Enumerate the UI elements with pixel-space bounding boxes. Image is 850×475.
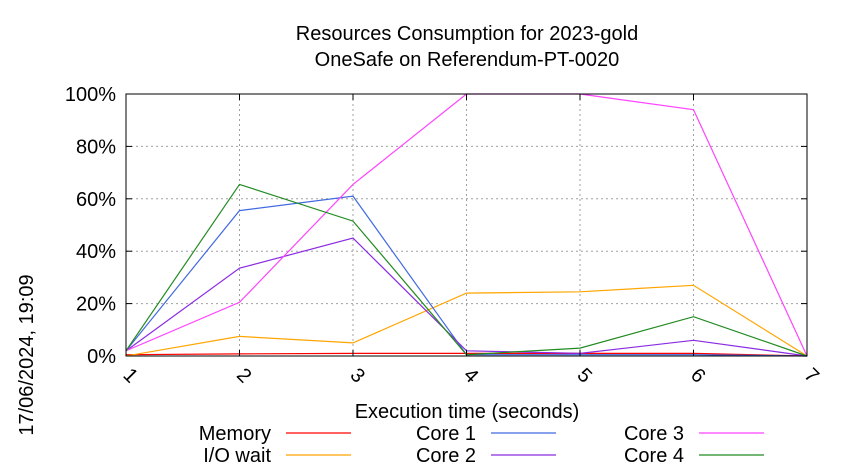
legend-label-core-1: Core 1: [416, 423, 476, 445]
y-axis-ticks: 0% 20% 40% 60% 80% 100%: [65, 84, 807, 368]
grid: [126, 94, 807, 356]
x-tick-label: 6: [686, 364, 709, 387]
legend-label-i-o-wait: I/O wait: [203, 445, 271, 467]
y-tick-label: 100%: [65, 84, 116, 106]
x-tick-label: 1: [119, 364, 142, 387]
y-tick-label: 40%: [76, 241, 116, 263]
timestamp-label: 17/06/2024, 19:09: [16, 274, 38, 435]
chart-title-line-2: OneSafe on Referendum-PT-0020: [315, 49, 620, 71]
y-tick-label: 60%: [76, 189, 116, 211]
y-tick-label: 80%: [76, 136, 116, 158]
x-tick-label: 7: [800, 364, 823, 387]
x-tick-label: 3: [346, 364, 369, 387]
legend-label-core-3: Core 3: [624, 423, 684, 445]
legend-label-memory: Memory: [199, 423, 271, 445]
x-tick-label: 4: [459, 364, 482, 387]
legend-label-core-4: Core 4: [624, 445, 684, 467]
x-tick-label: 2: [232, 364, 255, 387]
series-line-i-o-wait: [125, 284, 808, 357]
legend-label-core-2: Core 2: [416, 445, 476, 467]
x-tick-label: 5: [573, 364, 596, 387]
y-tick-label: 0%: [87, 346, 116, 368]
chart-title-line-1: Resources Consumption for 2023-gold: [296, 23, 638, 45]
x-axis-label: Execution time (seconds): [355, 401, 580, 423]
y-tick-label: 20%: [76, 294, 116, 316]
